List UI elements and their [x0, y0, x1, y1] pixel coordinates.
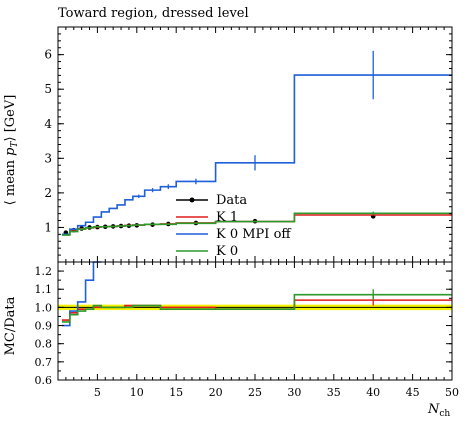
y-tick-label: 5 [44, 82, 52, 96]
y-tick-label: 4 [44, 117, 52, 131]
series-line-k-0-mpi-off [61, 74, 452, 236]
y-tick-label: 1.2 [35, 265, 53, 278]
y-tick-label: 6 [44, 48, 52, 62]
y-tick-label: 0.7 [35, 356, 53, 369]
x-tick-label: 15 [169, 386, 183, 399]
legend-label: Data [216, 193, 247, 208]
legend-label: K 1 [216, 210, 238, 225]
y-tick-label: 1 [44, 220, 52, 234]
x-tick-label: 30 [287, 386, 301, 399]
y-tick-label: 0.6 [35, 374, 53, 387]
series-line-k-0-mpi-off [61, 261, 102, 327]
plot-frame [57, 261, 453, 381]
main-panel: 1 2 3 4 5 6 Data K 1 K 0 MPI off K 0 [44, 26, 453, 263]
y-tick-label: 1.1 [35, 283, 53, 296]
x-tick-label: 50 [445, 386, 459, 399]
x-axis-title: Nch [427, 402, 450, 419]
legend: Data K 1 K 0 MPI off K 0 [176, 193, 292, 259]
series-line-k-0 [61, 212, 452, 236]
x-tick-label: 10 [130, 386, 144, 399]
y-tick-label: 0.9 [35, 320, 53, 333]
legend-label: K 0 MPI off [216, 227, 292, 242]
y-tick-label: 0.8 [35, 338, 53, 351]
y-tick-label: 2 [44, 186, 52, 200]
x-tick-label: 20 [209, 386, 223, 399]
y-axis-title-main: ⟨ mean pT⟩ [GeV] [3, 95, 20, 206]
x-tick-label: 45 [406, 386, 420, 399]
x-tick-label: 25 [248, 386, 262, 399]
y-tick-label: 1.0 [35, 301, 53, 314]
ratio-panel: 0.6 0.7 0.8 0.9 1.0 1.1 1.2 5 10 15 20 25 30 35 40 45 50 [35, 261, 459, 399]
legend-label: K 0 [216, 244, 238, 259]
series-line-k-0 [61, 293, 452, 323]
x-tick-label: 35 [327, 386, 341, 399]
x-tick-label: 40 [366, 386, 380, 399]
legend-marker [189, 197, 195, 203]
y-axis-title-ratio: MC/Data [3, 296, 18, 355]
x-tick-label: 5 [94, 386, 101, 399]
y-tick-label: 3 [44, 151, 52, 165]
plot-title: Toward region, dressed level [58, 6, 249, 21]
